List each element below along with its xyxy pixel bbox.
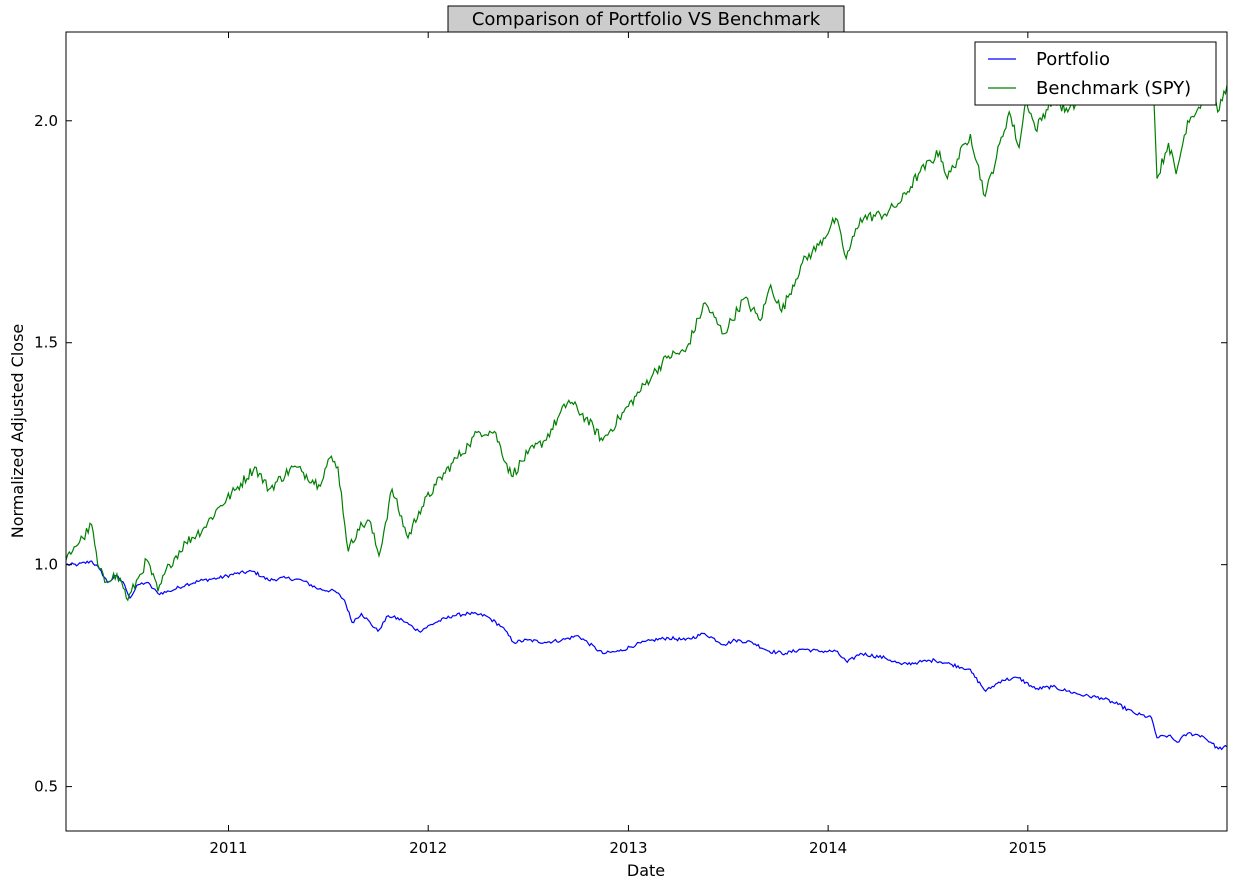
x-tick-label-2015: 2015 — [1009, 839, 1047, 857]
chart-title: Comparison of Portfolio VS Benchmark — [472, 9, 821, 30]
plot-frame — [65, 31, 1228, 832]
x-axis-label: Date — [627, 861, 665, 880]
x-tick-label-2013: 2013 — [609, 839, 647, 857]
y-tick-label-0.5: 0.5 — [34, 778, 58, 796]
x-tick-label-2011: 2011 — [209, 839, 247, 857]
series-line-benchmark — [66, 77, 1227, 602]
series-layer — [66, 77, 1227, 751]
legend-label-portfolio: Portfolio — [1036, 49, 1110, 70]
y-axis: 0.5 1.0 1.5 2.0 — [34, 112, 1227, 796]
legend-label-benchmark: Benchmark (SPY) — [1036, 78, 1191, 99]
plot-area — [66, 32, 1227, 831]
x-axis: 2011 2012 2013 2014 2015 — [209, 32, 1047, 857]
legend: Portfolio Benchmark (SPY) — [974, 41, 1217, 106]
y-tick-label-1.5: 1.5 — [34, 334, 58, 352]
y-tick-label-1.0: 1.0 — [34, 556, 58, 574]
y-tick-label-2.0: 2.0 — [34, 112, 58, 130]
series-line-portfolio — [66, 560, 1227, 751]
x-tick-label-2014: 2014 — [809, 839, 847, 857]
legend-box — [974, 41, 1217, 106]
y-axis-label: Normalized Adjusted Close — [8, 324, 27, 539]
x-tick-label-2012: 2012 — [409, 839, 447, 857]
title-box — [447, 5, 845, 33]
